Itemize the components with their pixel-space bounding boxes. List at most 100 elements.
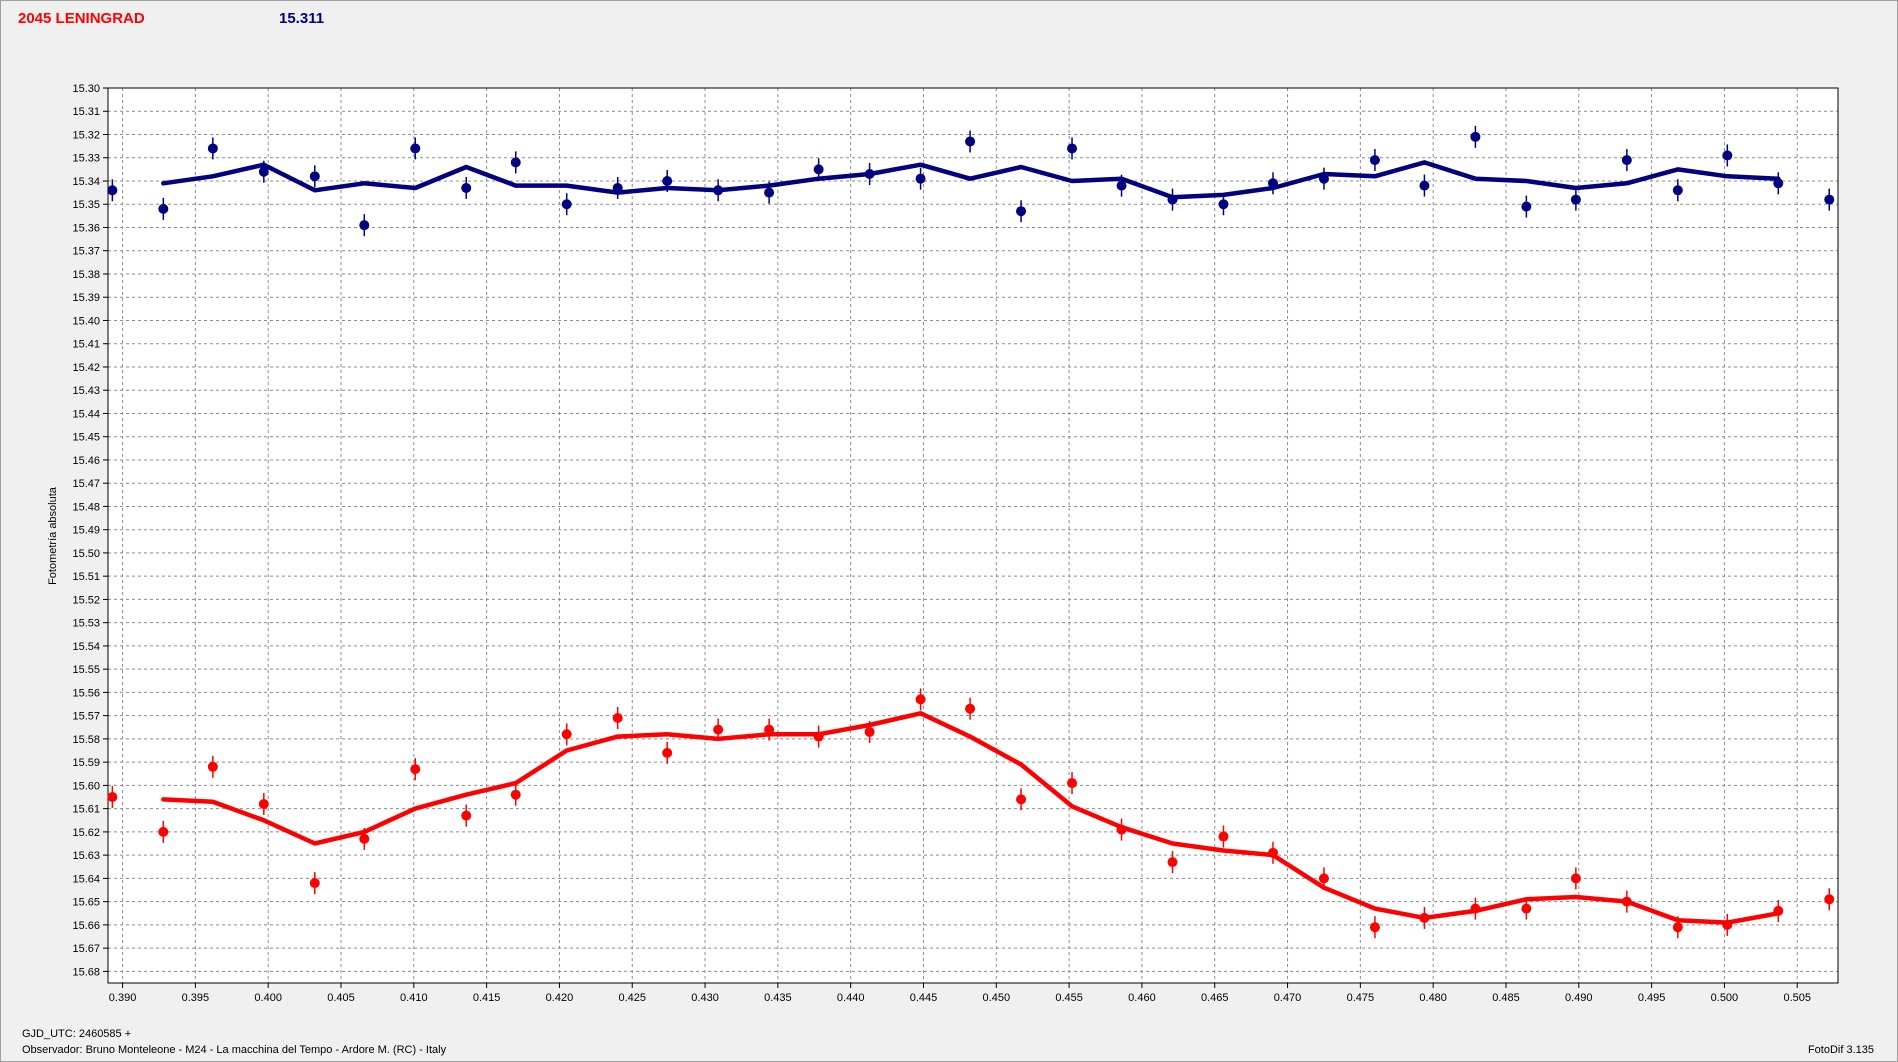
y-tick-label: 15.32: [72, 129, 100, 141]
data-point: [713, 724, 724, 735]
data-point: [1621, 896, 1632, 907]
x-tick-label: 0.505: [1783, 992, 1811, 1004]
data-point: [561, 729, 572, 740]
y-tick-label: 15.48: [72, 501, 100, 513]
x-tick-label: 0.460: [1128, 992, 1156, 1004]
x-tick-label: 0.410: [400, 992, 428, 1004]
y-tick-label: 15.38: [72, 269, 100, 281]
data-point: [107, 792, 118, 803]
y-tick-label: 15.51: [72, 571, 100, 583]
y-tick-label: 15.49: [72, 525, 100, 537]
data-point: [915, 173, 926, 184]
x-tick-label: 0.425: [618, 992, 646, 1004]
y-tick-label: 15.31: [72, 106, 100, 118]
x-tick-label: 0.400: [254, 992, 282, 1004]
object-title: 2045 LENINGRAD: [18, 10, 145, 27]
y-tick-label: 15.66: [72, 920, 100, 932]
x-tick-label: 0.480: [1419, 992, 1447, 1004]
x-tick-label: 0.435: [764, 992, 792, 1004]
data-point: [1773, 905, 1784, 916]
y-tick-label: 15.64: [72, 873, 100, 885]
data-point: [612, 712, 623, 723]
y-tick-label: 15.52: [72, 594, 100, 606]
data-point: [510, 157, 521, 168]
data-point: [1419, 180, 1430, 191]
y-tick-label: 15.65: [72, 897, 100, 909]
y-tick-label: 15.56: [72, 687, 100, 699]
data-point: [1470, 903, 1481, 914]
y-tick-label: 15.39: [72, 292, 100, 304]
data-point: [309, 878, 320, 889]
x-tick-label: 0.450: [983, 992, 1011, 1004]
y-tick-label: 15.62: [72, 827, 100, 839]
data-point: [1570, 194, 1581, 205]
data-point: [1369, 155, 1380, 166]
y-tick-label: 15.33: [72, 153, 100, 165]
data-point: [510, 789, 521, 800]
y-tick-label: 15.44: [72, 408, 100, 420]
data-point: [1824, 894, 1835, 905]
y-tick-label: 15.45: [72, 432, 100, 444]
x-tick-label: 0.420: [546, 992, 574, 1004]
data-point: [461, 810, 472, 821]
data-point: [207, 761, 218, 772]
data-point: [1267, 847, 1278, 858]
data-point: [1773, 178, 1784, 189]
data-point: [1722, 919, 1733, 930]
y-tick-label: 15.50: [72, 548, 100, 560]
data-point: [1167, 857, 1178, 868]
y-tick-label: 15.63: [72, 850, 100, 862]
y-tick-label: 15.43: [72, 385, 100, 397]
data-point: [713, 185, 724, 196]
x-tick-label: 0.485: [1492, 992, 1520, 1004]
data-point: [258, 166, 269, 177]
y-tick-label: 15.54: [72, 641, 100, 653]
data-point: [965, 703, 976, 714]
data-point: [1067, 143, 1078, 154]
data-point: [1318, 173, 1329, 184]
y-axis-label: Fotometría absoluta: [47, 486, 59, 585]
x-tick-label: 0.455: [1055, 992, 1083, 1004]
y-tick-label: 15.30: [72, 83, 100, 95]
x-tick-label: 0.495: [1638, 992, 1666, 1004]
y-tick-label: 15.57: [72, 711, 100, 723]
plot-border: [107, 87, 1839, 984]
data-point: [158, 203, 169, 214]
y-tick-label: 15.60: [72, 780, 100, 792]
x-tick-label: 0.500: [1711, 992, 1739, 1004]
light-curve-chart: 15.30 15.31 15.32 15.33 15.34 15.35 15.36 15.37…: [47, 83, 1839, 1004]
data-point: [158, 826, 169, 837]
data-points: [107, 125, 1835, 939]
y-tick-label: 15.58: [72, 734, 100, 746]
data-point: [1521, 903, 1532, 914]
axes: 15.30 15.31 15.32 15.33 15.34 15.35 15.36 15.37…: [72, 83, 1839, 1004]
grid-lines: [108, 87, 1838, 983]
gjd-label: GJD_UTC: 2460585 +: [22, 1028, 132, 1040]
data-point: [1318, 873, 1329, 884]
software-version: FotoDif 3.135: [1807, 1044, 1874, 1056]
data-point: [965, 136, 976, 147]
fit-curve-1: [161, 711, 1781, 925]
y-tick-label: 15.40: [72, 315, 100, 327]
data-point: [1218, 199, 1229, 210]
x-tick-label: 0.475: [1347, 992, 1375, 1004]
data-point: [662, 175, 673, 186]
y-tick-label: 15.34: [72, 176, 100, 188]
y-tick-label: 15.35: [72, 199, 100, 211]
data-point: [1116, 824, 1127, 835]
fit-curves: [161, 160, 1781, 925]
data-point: [1016, 206, 1027, 217]
x-tick-label: 0.445: [910, 992, 938, 1004]
data-point: [1167, 194, 1178, 205]
plot-area: [108, 88, 1838, 983]
y-tick-label: 15.53: [72, 618, 100, 630]
y-tick-label: 15.41: [72, 339, 100, 351]
x-tick-label: 0.470: [1274, 992, 1302, 1004]
y-tick-label: 15.61: [72, 804, 100, 816]
y-tick-label: 15.59: [72, 757, 100, 769]
data-point: [1067, 778, 1078, 789]
x-tick-label: 0.440: [837, 992, 865, 1004]
data-point: [207, 143, 218, 154]
y-tick-label: 15.68: [72, 966, 100, 978]
x-tick-label: 0.465: [1201, 992, 1229, 1004]
